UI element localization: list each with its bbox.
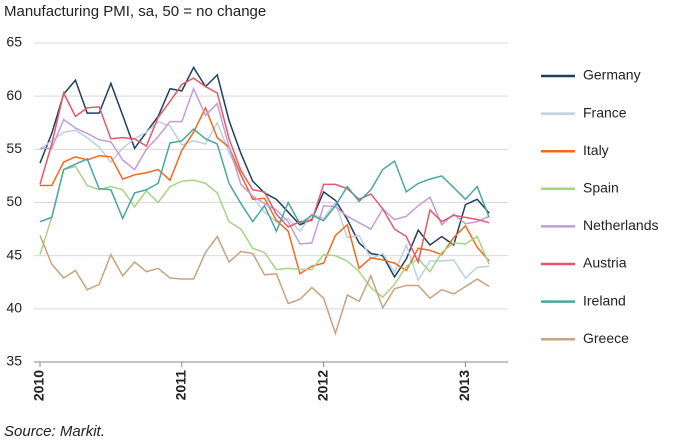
y-tick-label: 50 <box>6 193 22 209</box>
series-line <box>39 235 490 336</box>
legend-label: Germany <box>583 67 641 83</box>
legend-label: Italy <box>583 142 609 158</box>
y-tick-label: 35 <box>6 353 22 369</box>
x-tick-label: 2012 <box>314 370 330 401</box>
legend-label: Spain <box>583 180 619 196</box>
y-tick-label: 40 <box>6 300 22 316</box>
source-note: Source: Markit. <box>4 423 105 440</box>
series-line <box>39 128 490 234</box>
series-line <box>40 106 490 275</box>
y-tick-label: 60 <box>6 87 22 103</box>
chart-title: Manufacturing PMI, sa, 50 = no change <box>4 3 266 20</box>
legend-label: Greece <box>583 330 629 346</box>
x-tick-label: 2010 <box>31 370 47 401</box>
legend-label: Austria <box>583 255 627 271</box>
x-tick-label: 2013 <box>456 370 472 401</box>
series-line <box>40 86 490 245</box>
legend-label: Netherlands <box>583 217 659 233</box>
y-tick-label: 65 <box>6 34 22 50</box>
x-tick-label: 2011 <box>173 370 189 401</box>
series-line <box>39 165 490 299</box>
legend-label: Ireland <box>583 292 626 308</box>
series-line <box>39 77 490 265</box>
legend-label: France <box>583 104 627 120</box>
y-tick-label: 45 <box>6 246 22 262</box>
y-tick-label: 55 <box>6 140 22 156</box>
series-line <box>39 120 490 282</box>
